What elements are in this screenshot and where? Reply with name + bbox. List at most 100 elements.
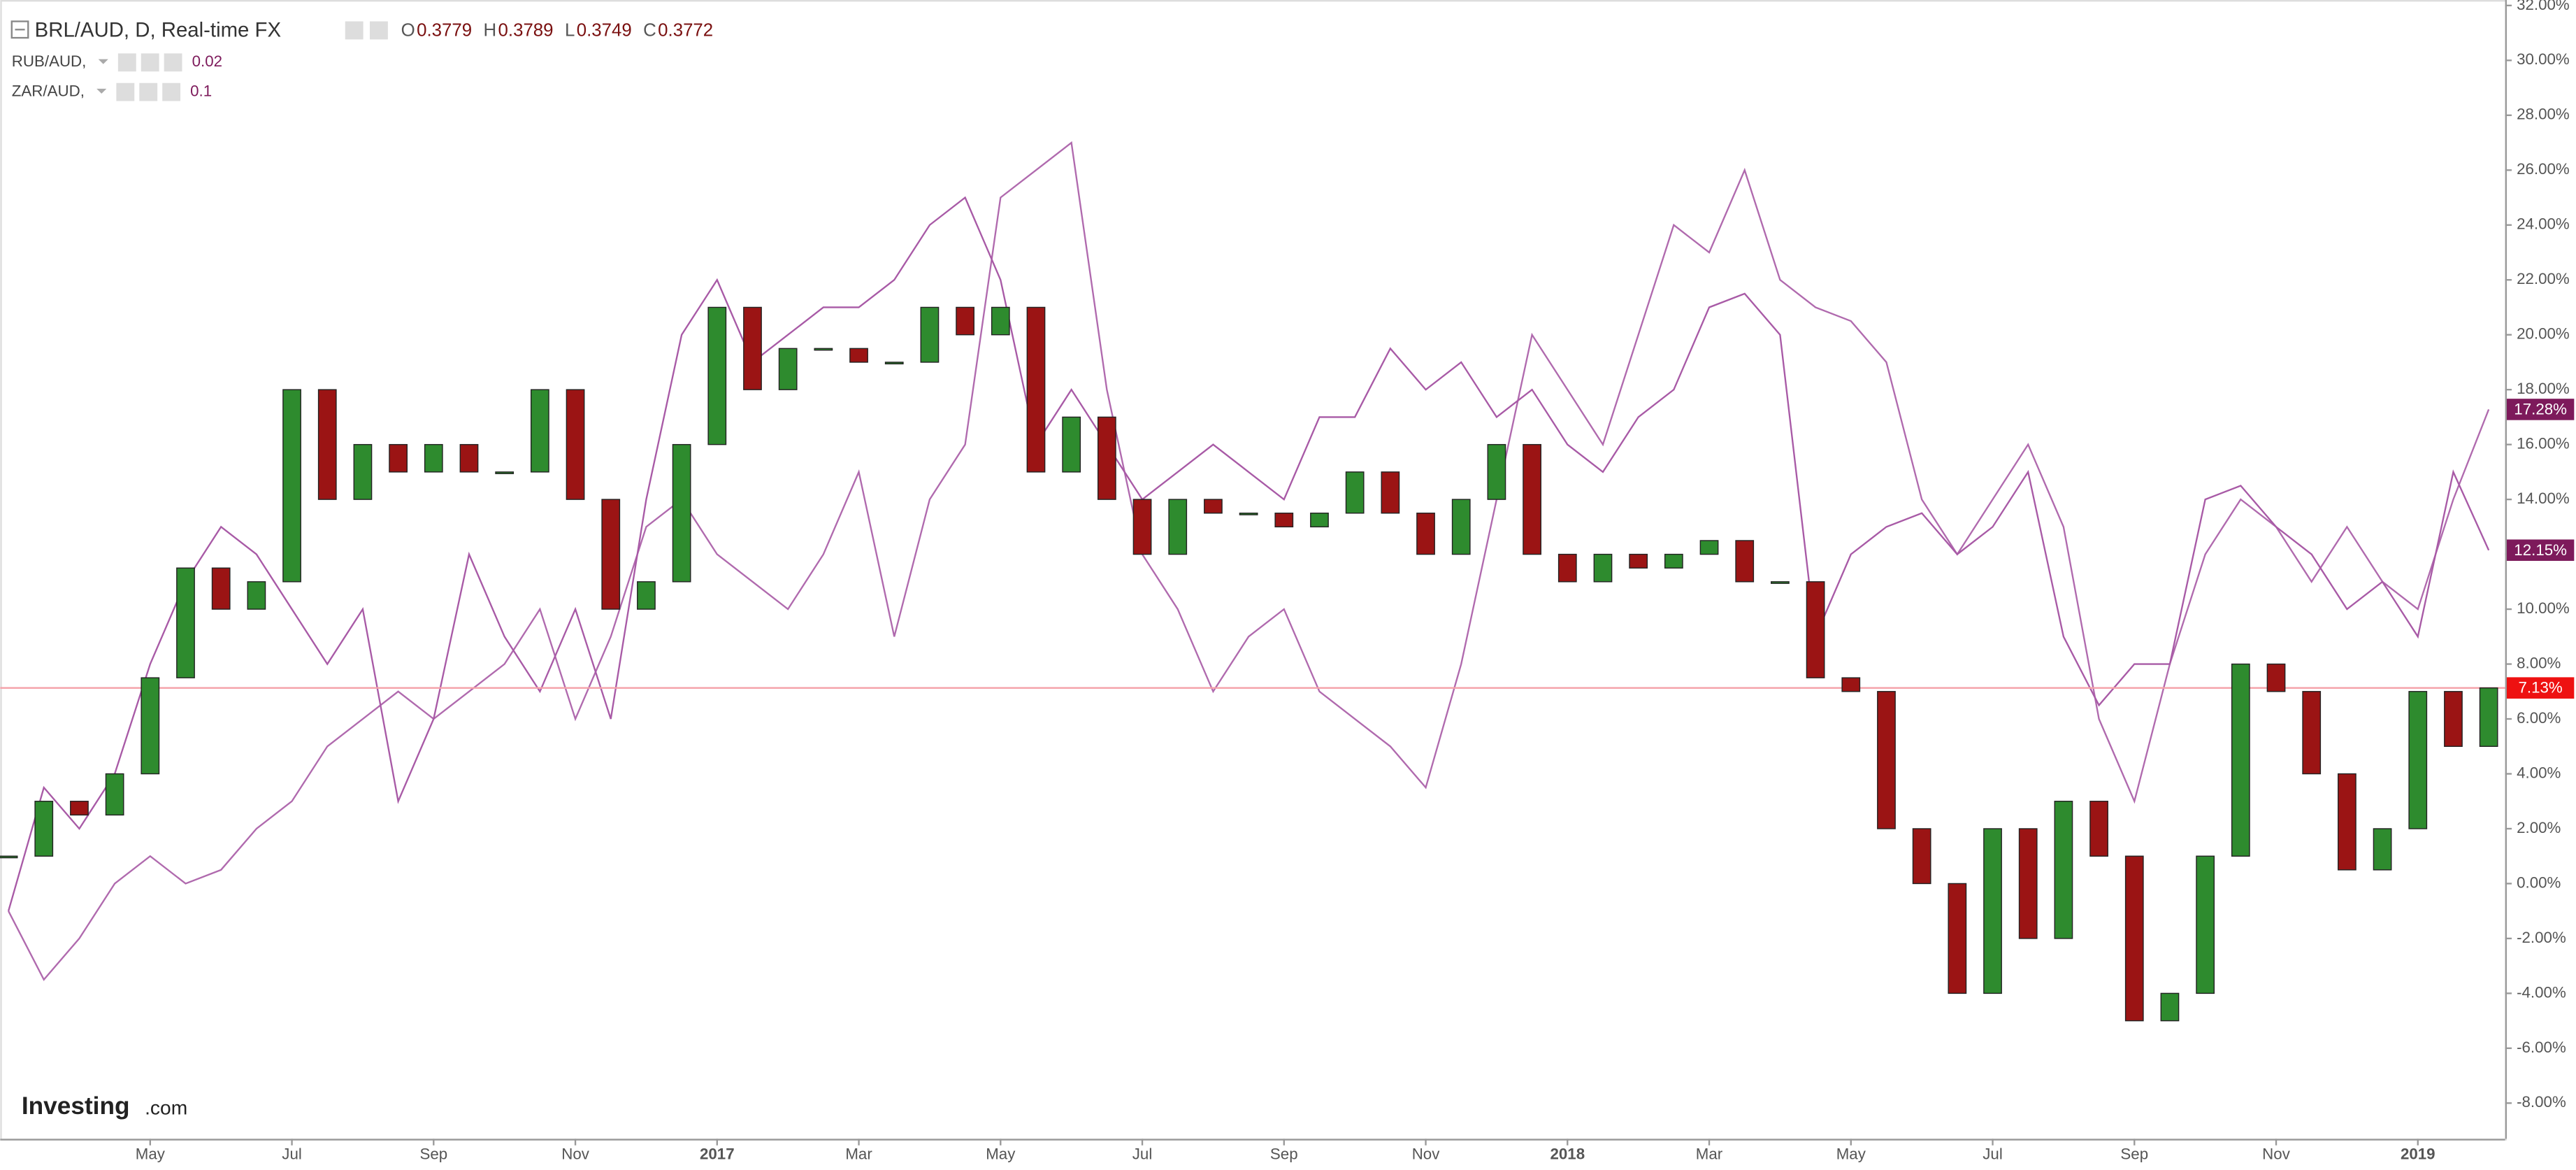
y-tick-label: 14.00% xyxy=(2517,490,2570,507)
x-tick-label: Nov xyxy=(2262,1146,2291,1163)
x-tick-label: 2017 xyxy=(700,1146,735,1163)
y-tick-label: 10.00% xyxy=(2517,599,2570,617)
legend-dropdown xyxy=(98,59,108,64)
candle-body xyxy=(1062,416,1081,473)
candle-body xyxy=(1487,443,1506,500)
y-tick-label: 4.00% xyxy=(2517,764,2561,781)
x-tick-label: May xyxy=(136,1146,166,1163)
candle-body xyxy=(1948,883,1967,994)
candle-body xyxy=(2160,992,2180,1022)
candle-body xyxy=(1735,540,1755,583)
candle-body xyxy=(495,471,515,474)
candle-body xyxy=(353,443,373,500)
x-tick-label: Nov xyxy=(561,1146,590,1163)
legend-dropdown xyxy=(96,88,107,94)
candle-body xyxy=(601,499,621,610)
y-tick-label: 16.00% xyxy=(2517,435,2570,452)
candle-body xyxy=(247,581,266,610)
candle-body xyxy=(2196,855,2215,994)
candle-body xyxy=(211,567,231,610)
x-tick-label: Jul xyxy=(1983,1146,2003,1163)
candle-body xyxy=(778,348,798,390)
collapse-icon[interactable] xyxy=(10,20,29,39)
candle-body xyxy=(1381,471,1400,514)
x-tick-label: Jul xyxy=(282,1146,302,1163)
ohlc-label: C xyxy=(643,20,656,40)
candle-body xyxy=(1629,553,1648,569)
candle-body xyxy=(1451,499,1471,555)
candle-body xyxy=(956,306,974,336)
candle-body xyxy=(1699,540,1719,555)
legend-icon xyxy=(162,83,181,101)
candle-body xyxy=(1310,513,1329,528)
y-tick-label: 0.00% xyxy=(2517,873,2561,891)
candle-body xyxy=(1026,306,1046,473)
candle-body xyxy=(282,389,301,583)
legend-icon xyxy=(164,53,182,72)
x-tick-label: May xyxy=(986,1146,1016,1163)
last-value-label: 7.13% xyxy=(2519,679,2563,697)
y-tick-label: -6.00% xyxy=(2517,1039,2566,1056)
candle-body xyxy=(884,362,904,364)
settings-icon[interactable] xyxy=(370,21,388,40)
ohlc-value: 0.3772 xyxy=(658,20,713,40)
x-tick-label: May xyxy=(1836,1146,1866,1163)
candle-body xyxy=(637,581,656,610)
candle-body xyxy=(1877,691,1896,829)
legend-suffix: , xyxy=(80,82,85,99)
ohlc: O 0.3779 H 0.3789 L 0.3749 C 0.3772 xyxy=(401,20,714,40)
legend-icon xyxy=(116,83,135,101)
x-tick-label: Sep xyxy=(1270,1146,1298,1163)
ohlc-value: 0.3779 xyxy=(417,20,472,40)
ohlc-label: O xyxy=(401,20,415,40)
y-tick-label: 32.00% xyxy=(2517,0,2570,13)
series-line xyxy=(7,196,2490,912)
x-tick-label: 2018 xyxy=(1550,1146,1585,1163)
candle-body xyxy=(0,855,18,859)
watermark-brand: Investing xyxy=(22,1092,130,1120)
candle-body xyxy=(2266,663,2286,692)
candle-body xyxy=(1416,513,1435,555)
candle-body xyxy=(317,389,337,500)
candle-body xyxy=(743,306,762,390)
x-tick-label: Sep xyxy=(2120,1146,2148,1163)
candle-body xyxy=(2089,801,2108,857)
legend-icon xyxy=(139,83,158,101)
candle-body xyxy=(1523,443,1541,555)
candle-body xyxy=(991,306,1010,336)
y-tick-label: 30.00% xyxy=(2517,50,2570,68)
candle-body xyxy=(814,348,833,351)
y-tick-label: -2.00% xyxy=(2517,929,2566,946)
candle-body xyxy=(566,389,585,500)
candle-body xyxy=(1664,553,1683,569)
x-tick-label: 2019 xyxy=(2401,1146,2435,1163)
candle-body xyxy=(2479,687,2498,747)
watermark-suffix: .com xyxy=(145,1097,187,1119)
legend-name: ZAR/AUD xyxy=(12,82,80,99)
eye-icon[interactable] xyxy=(345,21,364,40)
candle-body xyxy=(707,306,727,445)
candle-body xyxy=(1204,499,1223,514)
candle-body xyxy=(530,389,549,473)
legend-suffix: , xyxy=(82,52,86,70)
legend-icon xyxy=(117,53,136,72)
candle-body xyxy=(34,801,54,857)
x-tick-label: Sep xyxy=(419,1146,447,1163)
candle-body xyxy=(2302,691,2322,775)
ohlc-value: 0.3789 xyxy=(498,20,554,40)
candle-body xyxy=(672,443,691,583)
candle-body xyxy=(1593,553,1613,583)
ohlc-label: L xyxy=(565,20,575,40)
last-value-label: 12.15% xyxy=(2514,541,2567,559)
candle-body xyxy=(2444,691,2463,747)
candle-body xyxy=(1983,828,2002,994)
last-value-box xyxy=(2506,399,2575,420)
chart-title: BRL/AUD, D, Real-time FX xyxy=(35,18,281,41)
candle-body xyxy=(2408,691,2428,829)
y-tick-label: -4.00% xyxy=(2517,983,2566,1001)
y-tick-label: 24.00% xyxy=(2517,215,2570,233)
x-tick-label: Jul xyxy=(1132,1146,1153,1163)
candle-body xyxy=(1771,581,1790,584)
